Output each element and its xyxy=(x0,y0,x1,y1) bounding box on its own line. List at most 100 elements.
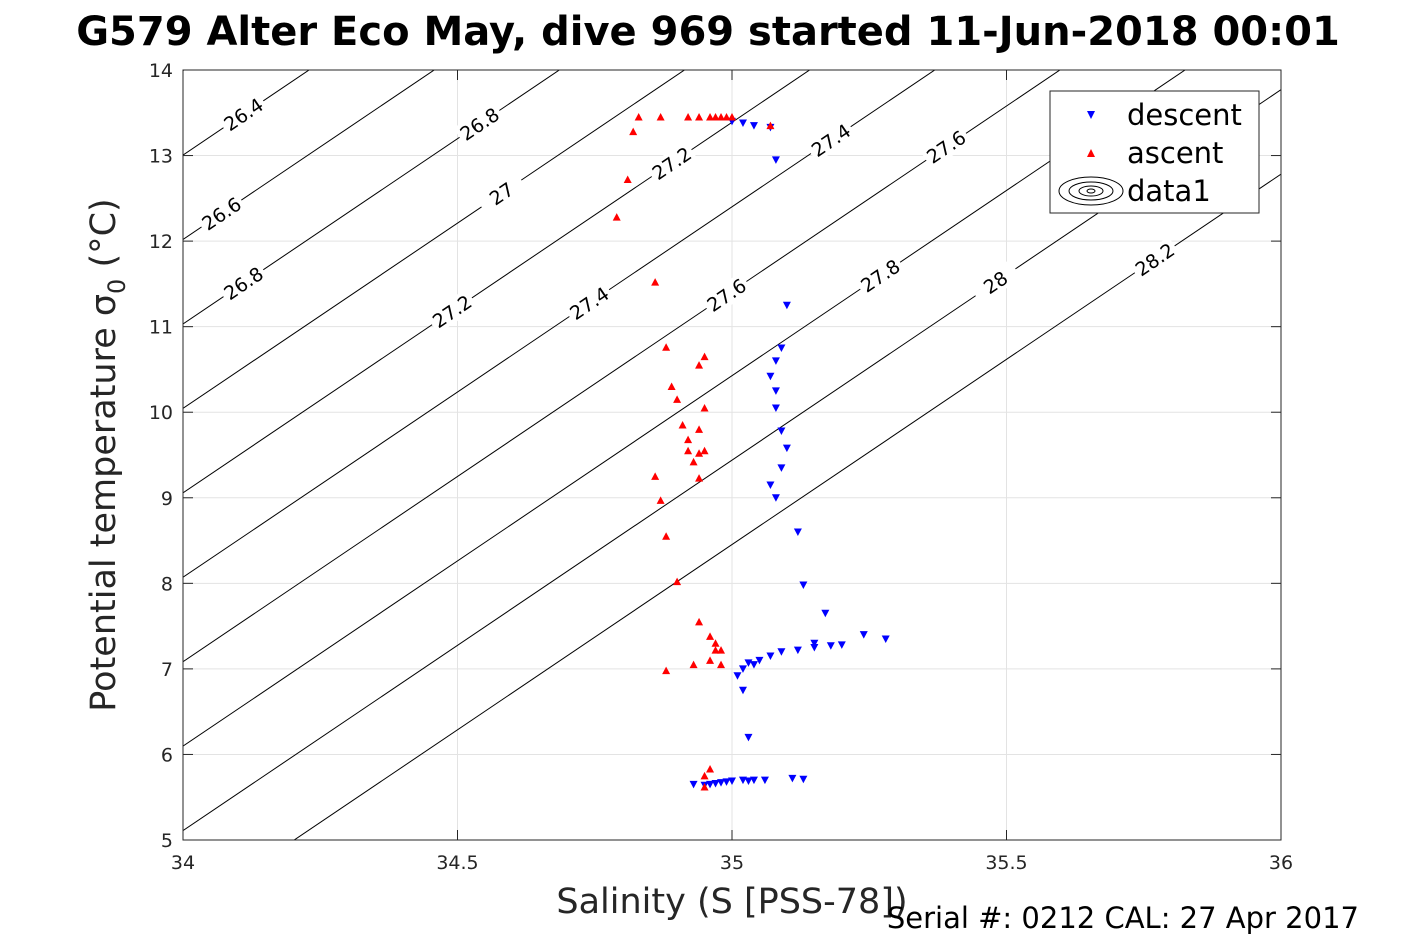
ascent-point xyxy=(706,113,715,121)
descent-point xyxy=(771,156,780,164)
ascent-point xyxy=(662,343,671,351)
ascent-point xyxy=(717,660,726,669)
descent-point xyxy=(738,665,747,673)
descent-point xyxy=(749,122,758,130)
descent-point xyxy=(744,733,753,742)
ascent-point xyxy=(717,113,726,121)
contour-label-bg xyxy=(1128,236,1181,282)
contour-label-bg xyxy=(217,260,270,306)
descent-point xyxy=(837,641,846,649)
descent-point xyxy=(738,686,747,695)
ascent-point xyxy=(711,639,720,647)
descent-point xyxy=(821,609,830,618)
y-tick-label: 9 xyxy=(161,488,173,510)
contour-label-bg xyxy=(453,101,506,147)
ascent-point xyxy=(766,121,775,130)
ascent-point xyxy=(656,496,665,504)
ascent-point xyxy=(700,352,709,361)
descent-point xyxy=(826,642,835,650)
descent-point xyxy=(771,404,780,412)
contour-label-bg xyxy=(700,272,753,318)
x-tick-label: 34.5 xyxy=(436,852,478,874)
ascent-point xyxy=(662,666,671,675)
descent-point xyxy=(810,644,819,652)
y-axis-label-main: Potential temperature σ xyxy=(84,294,124,712)
descent-point xyxy=(793,528,802,536)
ascent-point xyxy=(711,646,720,654)
legend-data1-icon xyxy=(1058,176,1124,206)
ascent-point xyxy=(629,127,638,136)
y-tick-label: 13 xyxy=(149,146,173,168)
ascent-point xyxy=(667,382,676,391)
ascent-point xyxy=(684,113,693,121)
descent-point xyxy=(738,119,747,128)
ascent-point xyxy=(662,532,671,540)
y-tick-label: 7 xyxy=(161,659,173,681)
ascent-point xyxy=(706,656,715,664)
descent-point xyxy=(799,775,808,784)
ascent-point xyxy=(728,113,736,121)
x-tick-label: 34 xyxy=(171,852,195,874)
ascent-point xyxy=(700,771,709,780)
ascent-point xyxy=(695,425,704,433)
descent-point xyxy=(689,780,698,789)
descent-point xyxy=(771,357,780,365)
descent-point xyxy=(744,777,753,785)
legend-box xyxy=(1049,90,1260,214)
ascent-point xyxy=(717,646,726,654)
descent-point xyxy=(782,301,791,310)
ascent-point xyxy=(695,113,704,121)
contour-line xyxy=(183,70,561,325)
ascent-point xyxy=(656,113,665,121)
y-tick-label: 12 xyxy=(149,231,173,253)
descent-point xyxy=(859,631,868,639)
ascent-point xyxy=(695,449,704,457)
ascent-point xyxy=(695,361,704,369)
ascent-point xyxy=(700,446,709,455)
contour-label-bg xyxy=(645,140,698,186)
descent-point xyxy=(810,639,819,648)
ascent-point xyxy=(651,472,660,480)
descent-point xyxy=(711,780,720,788)
contour-label-bg xyxy=(475,170,528,217)
ascent-point xyxy=(711,113,720,121)
descent-point xyxy=(722,778,731,786)
descent-point xyxy=(881,635,890,643)
chart-title: G579 Alter Eco May, dive 969 started 11-… xyxy=(76,9,1340,55)
ascent-point xyxy=(612,213,621,221)
contour-label-bg xyxy=(425,288,479,334)
ascent-point xyxy=(623,175,632,184)
descent-point xyxy=(728,777,736,785)
ascent-point xyxy=(678,421,687,429)
descent-point xyxy=(777,427,786,436)
y-axis-label-subscript: 0 xyxy=(103,279,131,294)
ascent-point xyxy=(651,278,660,286)
contour-line xyxy=(183,70,436,240)
ascent-point xyxy=(634,113,643,121)
contour-line xyxy=(183,70,686,409)
y-tick-label: 6 xyxy=(161,744,173,766)
contour-label-bg xyxy=(563,280,616,326)
descent-point xyxy=(771,494,780,502)
contour-line xyxy=(293,173,1281,840)
descent-point xyxy=(755,656,764,665)
ascent-point xyxy=(706,632,715,640)
descent-point xyxy=(782,444,791,453)
y-axis-label-unit: (°C) xyxy=(84,198,124,278)
contour-label-bg xyxy=(217,91,270,137)
ascent-point xyxy=(673,395,682,403)
descent-point xyxy=(717,779,726,787)
ascent-point xyxy=(695,617,704,626)
contour-label-bg xyxy=(854,253,907,299)
descent-point xyxy=(738,776,747,785)
legend-descent-label: descent xyxy=(1127,98,1242,132)
descent-point xyxy=(744,659,753,667)
y-tick-label: 11 xyxy=(149,317,173,339)
descent-point xyxy=(766,652,775,661)
y-tick-label: 10 xyxy=(149,402,173,424)
ascent-point xyxy=(684,446,693,455)
descent-point xyxy=(777,344,786,353)
descent-point xyxy=(799,581,808,590)
x-tick-label: 36 xyxy=(1269,852,1293,874)
